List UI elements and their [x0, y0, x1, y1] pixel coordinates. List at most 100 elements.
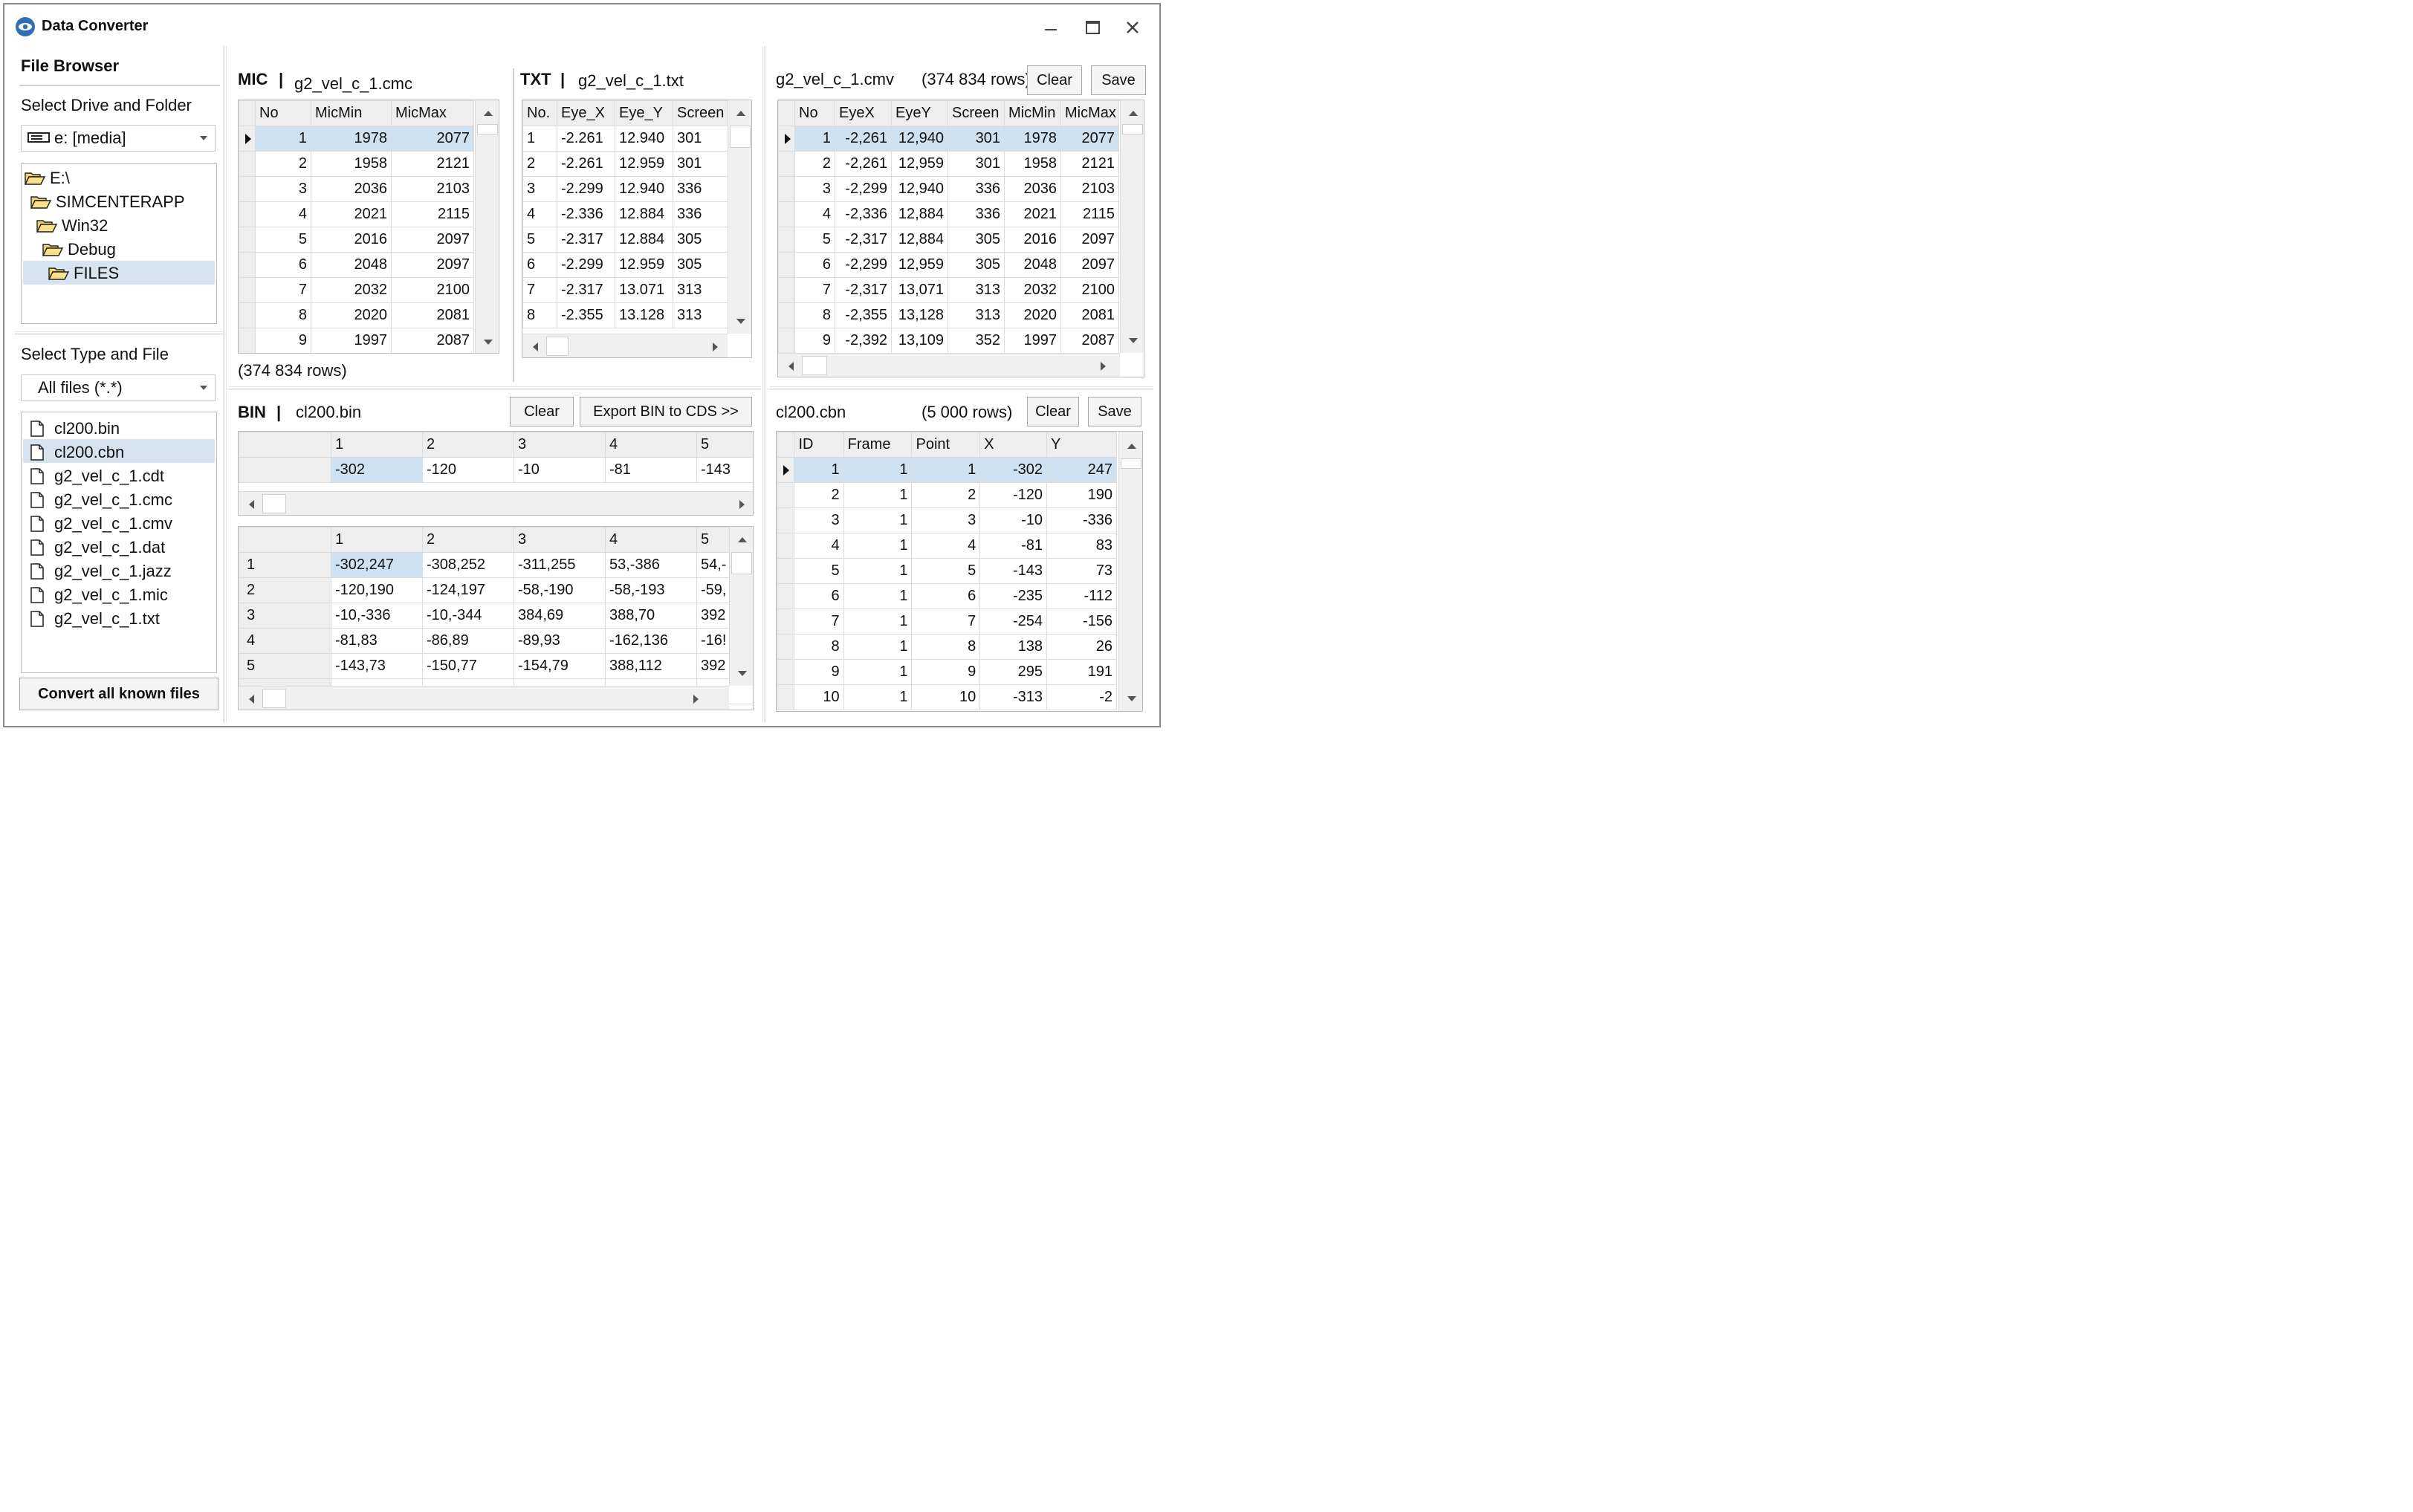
mic-row-header[interactable] — [239, 328, 256, 353]
cmv-cell[interactable]: 4 — [794, 201, 835, 227]
cbn-cell[interactable]: 1 — [843, 558, 913, 584]
cmv-cell[interactable]: 8 — [794, 302, 835, 328]
mic-row-header[interactable] — [239, 151, 256, 177]
bin-points-cell[interactable]: -120,190 — [331, 577, 423, 603]
bin-points-cell[interactable]: -86,89 — [422, 628, 514, 654]
txt-cell[interactable]: 12.959 — [615, 151, 673, 177]
mic-column-header[interactable]: MicMin — [311, 100, 392, 126]
scroll-up-icon[interactable] — [1121, 102, 1144, 124]
cbn-row-header[interactable] — [777, 507, 795, 533]
txt-cell[interactable]: 5 — [522, 227, 557, 253]
mic-column-header[interactable]: No — [255, 100, 311, 126]
cmv-cell[interactable]: 9 — [794, 328, 835, 354]
file-list-item[interactable]: g2_vel_c_1.jazz — [26, 559, 215, 583]
cmv-cell[interactable]: 352 — [948, 328, 1005, 354]
bin-frame-horizontal-scrollbar[interactable] — [239, 491, 753, 515]
cmv-row-header[interactable] — [778, 328, 795, 354]
scroll-down-icon[interactable] — [730, 662, 753, 684]
tree-node-debug[interactable]: Debug — [42, 239, 116, 261]
cbn-row-header[interactable] — [777, 457, 795, 483]
cbn-cell[interactable]: 6 — [794, 583, 844, 609]
export-bin-button[interactable]: Export BIN to CDS >> — [580, 397, 752, 426]
scroll-up-icon[interactable] — [1119, 435, 1142, 457]
file-list[interactable]: cl200.bin cl200.cbn g2_vel_c_1.cdt g2_vel_c… — [21, 412, 217, 673]
mic-cell[interactable]: 2032 — [311, 277, 392, 303]
txt-table-row[interactable]: 6 -2.299 12.959 305 — [522, 252, 728, 278]
mic-grid[interactable]: No MicMin MicMax 1 1978 2077 2 1958 2121 3 2036 210… — [238, 100, 499, 354]
cbn-cell[interactable]: 73 — [1046, 558, 1118, 584]
drive-select[interactable]: e: [media] — [21, 125, 216, 152]
cbn-save-button[interactable]: Save — [1088, 397, 1141, 426]
cbn-cell[interactable]: 8 — [794, 634, 844, 660]
txt-cell[interactable]: 13.071 — [615, 277, 673, 303]
cmv-row-header[interactable] — [778, 176, 795, 202]
scroll-thumb[interactable] — [262, 689, 286, 708]
cbn-table-row[interactable]: 1 1 1 -302 247 — [777, 457, 1118, 483]
cbn-table-row[interactable]: 8 1 8 138 26 — [777, 634, 1118, 660]
scroll-thumb[interactable] — [1122, 124, 1143, 134]
cbn-cell[interactable]: -2 — [1046, 684, 1118, 710]
cbn-table-row[interactable]: 2 1 2 -120 190 — [777, 482, 1118, 508]
cmv-cell[interactable]: 305 — [948, 227, 1005, 253]
bin-points-cell[interactable]: -81,83 — [331, 628, 423, 654]
cmv-cell[interactable]: -2,261 — [835, 126, 892, 152]
mic-cell[interactable]: 9 — [255, 328, 311, 353]
cbn-row-header[interactable] — [777, 634, 795, 660]
cmv-column-header[interactable]: EyeY — [891, 100, 948, 126]
cmv-cell[interactable]: 13,128 — [891, 302, 948, 328]
cmv-cell[interactable]: -2,261 — [835, 151, 892, 177]
cmv-cell[interactable]: 336 — [948, 176, 1005, 202]
scroll-right-icon[interactable] — [684, 687, 707, 710]
scroll-thumb[interactable] — [262, 494, 286, 513]
txt-cell[interactable]: 12.940 — [615, 126, 673, 152]
cmv-cell[interactable]: 2016 — [1004, 227, 1061, 253]
bin-frame-column-header[interactable]: 5 — [696, 432, 753, 458]
bin-frame-cell[interactable]: -10 — [514, 457, 606, 483]
scroll-thumb[interactable] — [1121, 458, 1141, 469]
cmv-cell[interactable]: 1958 — [1004, 151, 1061, 177]
cmv-row-header[interactable] — [778, 252, 795, 278]
txt-cell[interactable]: 7 — [522, 277, 557, 303]
bin-points-row-header[interactable]: 2 — [239, 577, 331, 603]
cmv-cell[interactable]: 6 — [794, 252, 835, 278]
mic-cell[interactable]: 6 — [255, 252, 311, 278]
mic-table-row[interactable]: 5 2016 2097 — [239, 227, 474, 253]
mic-cell[interactable]: 2021 — [311, 201, 392, 227]
right-splitter[interactable] — [770, 386, 1153, 390]
cmv-cell[interactable]: -2,299 — [835, 176, 892, 202]
txt-cell[interactable]: 2 — [522, 151, 557, 177]
cbn-cell[interactable]: 3 — [794, 507, 844, 533]
cbn-cell[interactable]: 1 — [843, 609, 913, 635]
mic-cell[interactable]: 3 — [255, 176, 311, 202]
file-list-item[interactable]: g2_vel_c_1.cmc — [26, 488, 215, 512]
cbn-vertical-scrollbar[interactable] — [1118, 432, 1142, 711]
cbn-cell[interactable]: 190 — [1046, 482, 1118, 508]
cbn-cell[interactable]: 10 — [911, 684, 981, 710]
scroll-thumb[interactable] — [802, 356, 827, 375]
cbn-cell[interactable]: 138 — [979, 634, 1047, 660]
cbn-table-row[interactable]: 7 1 7 -254 -156 — [777, 609, 1118, 635]
cmv-cell[interactable]: 12,940 — [891, 176, 948, 202]
txt-cell[interactable]: 6 — [522, 252, 557, 278]
bin-frame-cell[interactable]: -81 — [605, 457, 697, 483]
cbn-cell[interactable]: 83 — [1046, 533, 1118, 559]
cmv-cell[interactable]: -2,336 — [835, 201, 892, 227]
cmv-cell[interactable]: 12,884 — [891, 227, 948, 253]
cbn-cell[interactable]: 26 — [1046, 634, 1118, 660]
cmv-row-header[interactable] — [778, 151, 795, 177]
minimize-icon[interactable] — [1036, 15, 1066, 42]
cbn-cell[interactable]: 4 — [794, 533, 844, 559]
cbn-row-header[interactable] — [777, 609, 795, 635]
cmv-column-header[interactable]: MicMin — [1004, 100, 1061, 126]
txt-table-row[interactable]: 4 -2.336 12.884 336 — [522, 201, 728, 227]
scroll-right-icon[interactable] — [1092, 354, 1114, 377]
cbn-table-row[interactable]: 4 1 4 -81 83 — [777, 533, 1118, 559]
cbn-cell[interactable]: 10 — [794, 684, 844, 710]
cmv-cell[interactable]: 12,959 — [891, 151, 948, 177]
left-splitter[interactable] — [15, 331, 223, 335]
close-icon[interactable] — [1118, 15, 1147, 42]
center-splitter[interactable] — [229, 386, 761, 390]
txt-cell[interactable]: -2.299 — [557, 176, 615, 202]
txt-cell[interactable]: -2.261 — [557, 126, 615, 152]
bin-points-cell[interactable]: -154,79 — [514, 653, 606, 679]
